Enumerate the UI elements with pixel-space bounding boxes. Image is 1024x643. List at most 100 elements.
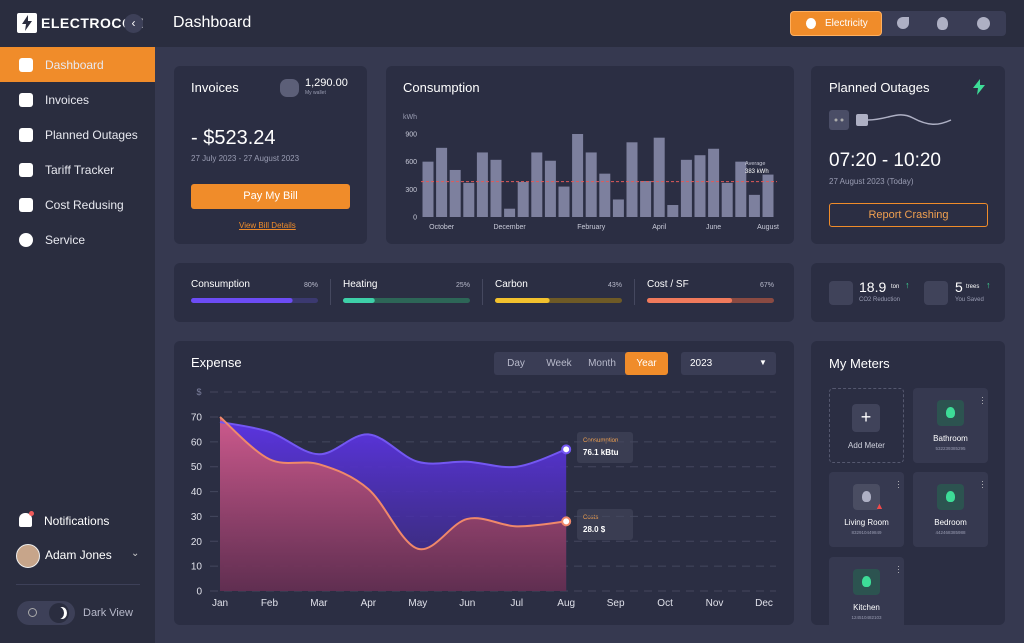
theme-toggle[interactable] [17, 601, 75, 625]
report-button[interactable]: Report Crashing [829, 203, 988, 227]
card-title: My Meters [829, 356, 890, 371]
meter-tile[interactable]: ··· Bedroom 442468385988 [913, 472, 988, 547]
nav-item[interactable]: Cost Redusing [0, 187, 155, 222]
card-title: Consumption [403, 80, 480, 95]
usage-percent: 43% [607, 282, 622, 289]
year-select[interactable]: 2023 ▼ [681, 352, 776, 375]
bulb-icon [862, 491, 871, 502]
period-filter: Day Week Month Year [494, 352, 668, 375]
bulb-icon [806, 18, 816, 29]
lightning-icon [973, 79, 985, 95]
nav-item[interactable]: Service [0, 222, 155, 257]
warning-icon: ▲ [875, 501, 884, 511]
pay-button[interactable]: Pay My Bill [191, 184, 350, 209]
meter-name: Living Room [844, 518, 889, 527]
tree-icon [924, 281, 948, 305]
usage-label: Cost / SF [647, 279, 689, 290]
notification-dot [29, 511, 34, 516]
nav-label: Planned Outages [45, 127, 138, 142]
meter-menu[interactable]: ··· [894, 480, 904, 489]
meter-id: 442468385988 [935, 530, 966, 535]
meter-name: Bedroom [934, 518, 967, 527]
up-arrow: ↑ [905, 280, 910, 290]
meter-icon [937, 400, 964, 426]
add-meter-tile[interactable]: + Add Meter [829, 388, 904, 463]
tab-global[interactable] [977, 17, 990, 30]
invoice-period: 27 July 2023 - 27 August 2023 [191, 154, 300, 163]
nav-icon [19, 162, 33, 177]
usage-label: Carbon [495, 279, 528, 290]
filter-tab[interactable]: Week [546, 358, 572, 369]
meter-menu[interactable]: ··· [978, 396, 988, 405]
sidebar: ELECTROCON ‹ Dashboard Invoices Planned Ou… [0, 0, 155, 643]
meter-tile[interactable]: ··· Kitchen 124510482103 [829, 557, 904, 632]
nav-icon [19, 127, 33, 142]
meter-menu[interactable]: ··· [978, 480, 988, 489]
meter-id: 124510482103 [851, 615, 882, 620]
usage-percent: 67% [759, 282, 774, 289]
nav-icon [19, 232, 33, 247]
brand: ELECTROCON [41, 15, 144, 31]
bulb-icon [946, 407, 955, 418]
usage-label: Heating [343, 279, 378, 290]
meter-icon [853, 569, 880, 595]
moon-knob [49, 603, 69, 623]
co2-value: 18.9 [859, 279, 887, 295]
tooltip-title: Costs [583, 515, 599, 521]
meter-name: Bathroom [933, 434, 968, 443]
nav-icon [19, 92, 33, 107]
nav-item[interactable]: Dashboard [0, 47, 155, 82]
header: Dashboard Electricity [155, 0, 1024, 47]
filter-tab[interactable]: Year [625, 352, 668, 375]
wallet-icon [280, 79, 299, 97]
nav-item[interactable]: Tariff Tracker [0, 152, 155, 187]
report-button-label: Report Crashing [868, 209, 949, 221]
notifications[interactable]: Notifications [44, 514, 110, 528]
consumption-card: Consumption [386, 66, 794, 244]
collapse-button[interactable]: ‹ [124, 14, 143, 33]
meters-card: My Meters + Add Meter ··· Bathroom 5322393… [811, 341, 1005, 632]
tooltip-value: 28.0 $ [583, 525, 606, 534]
meter-id: 832910449849 [851, 530, 882, 535]
filter-tab[interactable]: Month [588, 358, 616, 369]
nav-item[interactable]: Invoices [0, 82, 155, 117]
bulb-icon [946, 491, 955, 502]
wallet-balance: 1,290.00 [305, 77, 348, 89]
pay-button-label: Pay My Bill [243, 190, 298, 202]
co2-unit: ton [891, 284, 900, 290]
costs-tooltip: Costs 28.0 $ [577, 509, 633, 540]
tooltip-value: 76.1 kBtu [583, 448, 619, 457]
divider [16, 584, 140, 585]
meter-menu[interactable]: ··· [894, 565, 904, 574]
tooltip-title: Consumption [583, 438, 619, 444]
select-caret: ▼ [759, 358, 767, 367]
tab-gas[interactable] [937, 17, 948, 30]
bell-icon [19, 513, 32, 527]
nav-item[interactable]: Planned Outages [0, 117, 155, 152]
bill-details-link[interactable]: View Bill Details [239, 221, 296, 230]
meter-tile[interactable]: ▲ ··· Living Room 832910449849 [829, 472, 904, 547]
divider [634, 279, 635, 305]
logo-icon [17, 13, 37, 33]
user-menu-caret[interactable]: ⌄ [131, 548, 140, 559]
nav-label: Tariff Tracker [45, 162, 115, 177]
meter-name: Kitchen [853, 603, 880, 612]
meter-id: 532239385295 [935, 446, 966, 451]
tab-water[interactable] [897, 17, 909, 29]
year-value: 2023 [690, 358, 713, 369]
meter-tile[interactable]: ··· Bathroom 532239385295 [913, 388, 988, 463]
usage-percent: 25% [455, 282, 470, 289]
trees-label: You Saved [955, 297, 984, 303]
divider [330, 279, 331, 305]
filter-tab[interactable]: Day [507, 358, 525, 369]
usage-label: Consumption [191, 279, 250, 290]
user-name[interactable]: Adam Jones [45, 548, 112, 562]
co2-label: CO2 Reduction [859, 297, 901, 303]
card-title: Planned Outages [829, 80, 930, 95]
tab-electricity[interactable]: Electricity [790, 11, 882, 36]
theme-label: Dark View [83, 607, 133, 619]
avatar [16, 544, 40, 568]
outage-time: 07:20 - 10:20 [829, 150, 941, 171]
